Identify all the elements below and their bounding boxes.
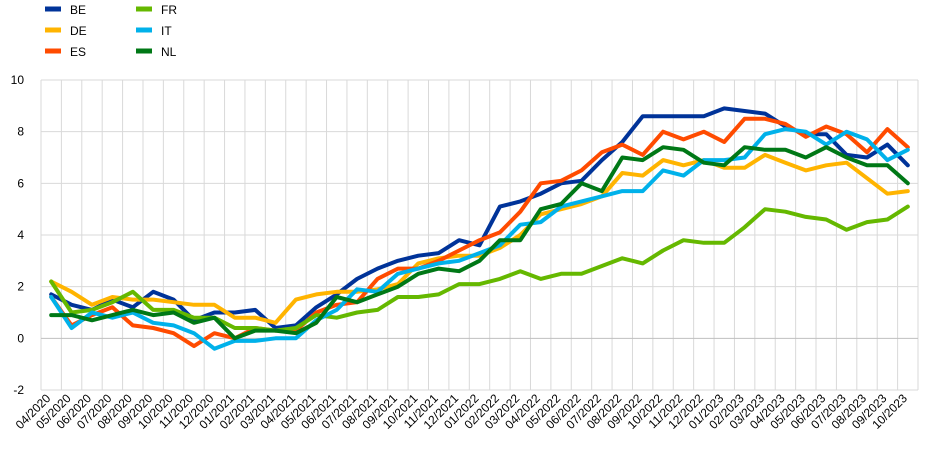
y-tick-label: 2: [17, 280, 24, 294]
series-line-fr: [49, 204, 910, 333]
y-axis: -2 0 2 4 6 8 10: [11, 73, 25, 397]
legend-label-es: ES: [70, 45, 86, 59]
legend: BE DE ES FR IT NL: [45, 3, 177, 59]
y-tick-label: 0: [17, 331, 24, 345]
y-tick-label: 4: [17, 228, 24, 242]
series-line-it: [49, 127, 910, 351]
y-tick-label: 8: [17, 125, 24, 139]
series-line-de: [49, 152, 910, 325]
x-axis: 04/202005/202006/202007/202008/202009/20…: [13, 391, 910, 432]
legend-label-fr: FR: [161, 3, 177, 17]
legend-label-it: IT: [161, 24, 172, 38]
series-lines: [49, 106, 910, 351]
series-line-nl: [49, 145, 910, 341]
legend-label-be: BE: [70, 3, 86, 17]
series-line-es: [49, 116, 910, 349]
y-tick-label: 6: [17, 176, 24, 190]
legend-label-nl: NL: [161, 45, 177, 59]
y-tick-label: 10: [11, 73, 25, 87]
series-line-be: [49, 106, 910, 330]
legend-label-de: DE: [70, 24, 87, 38]
y-tick-label: -2: [13, 383, 24, 397]
